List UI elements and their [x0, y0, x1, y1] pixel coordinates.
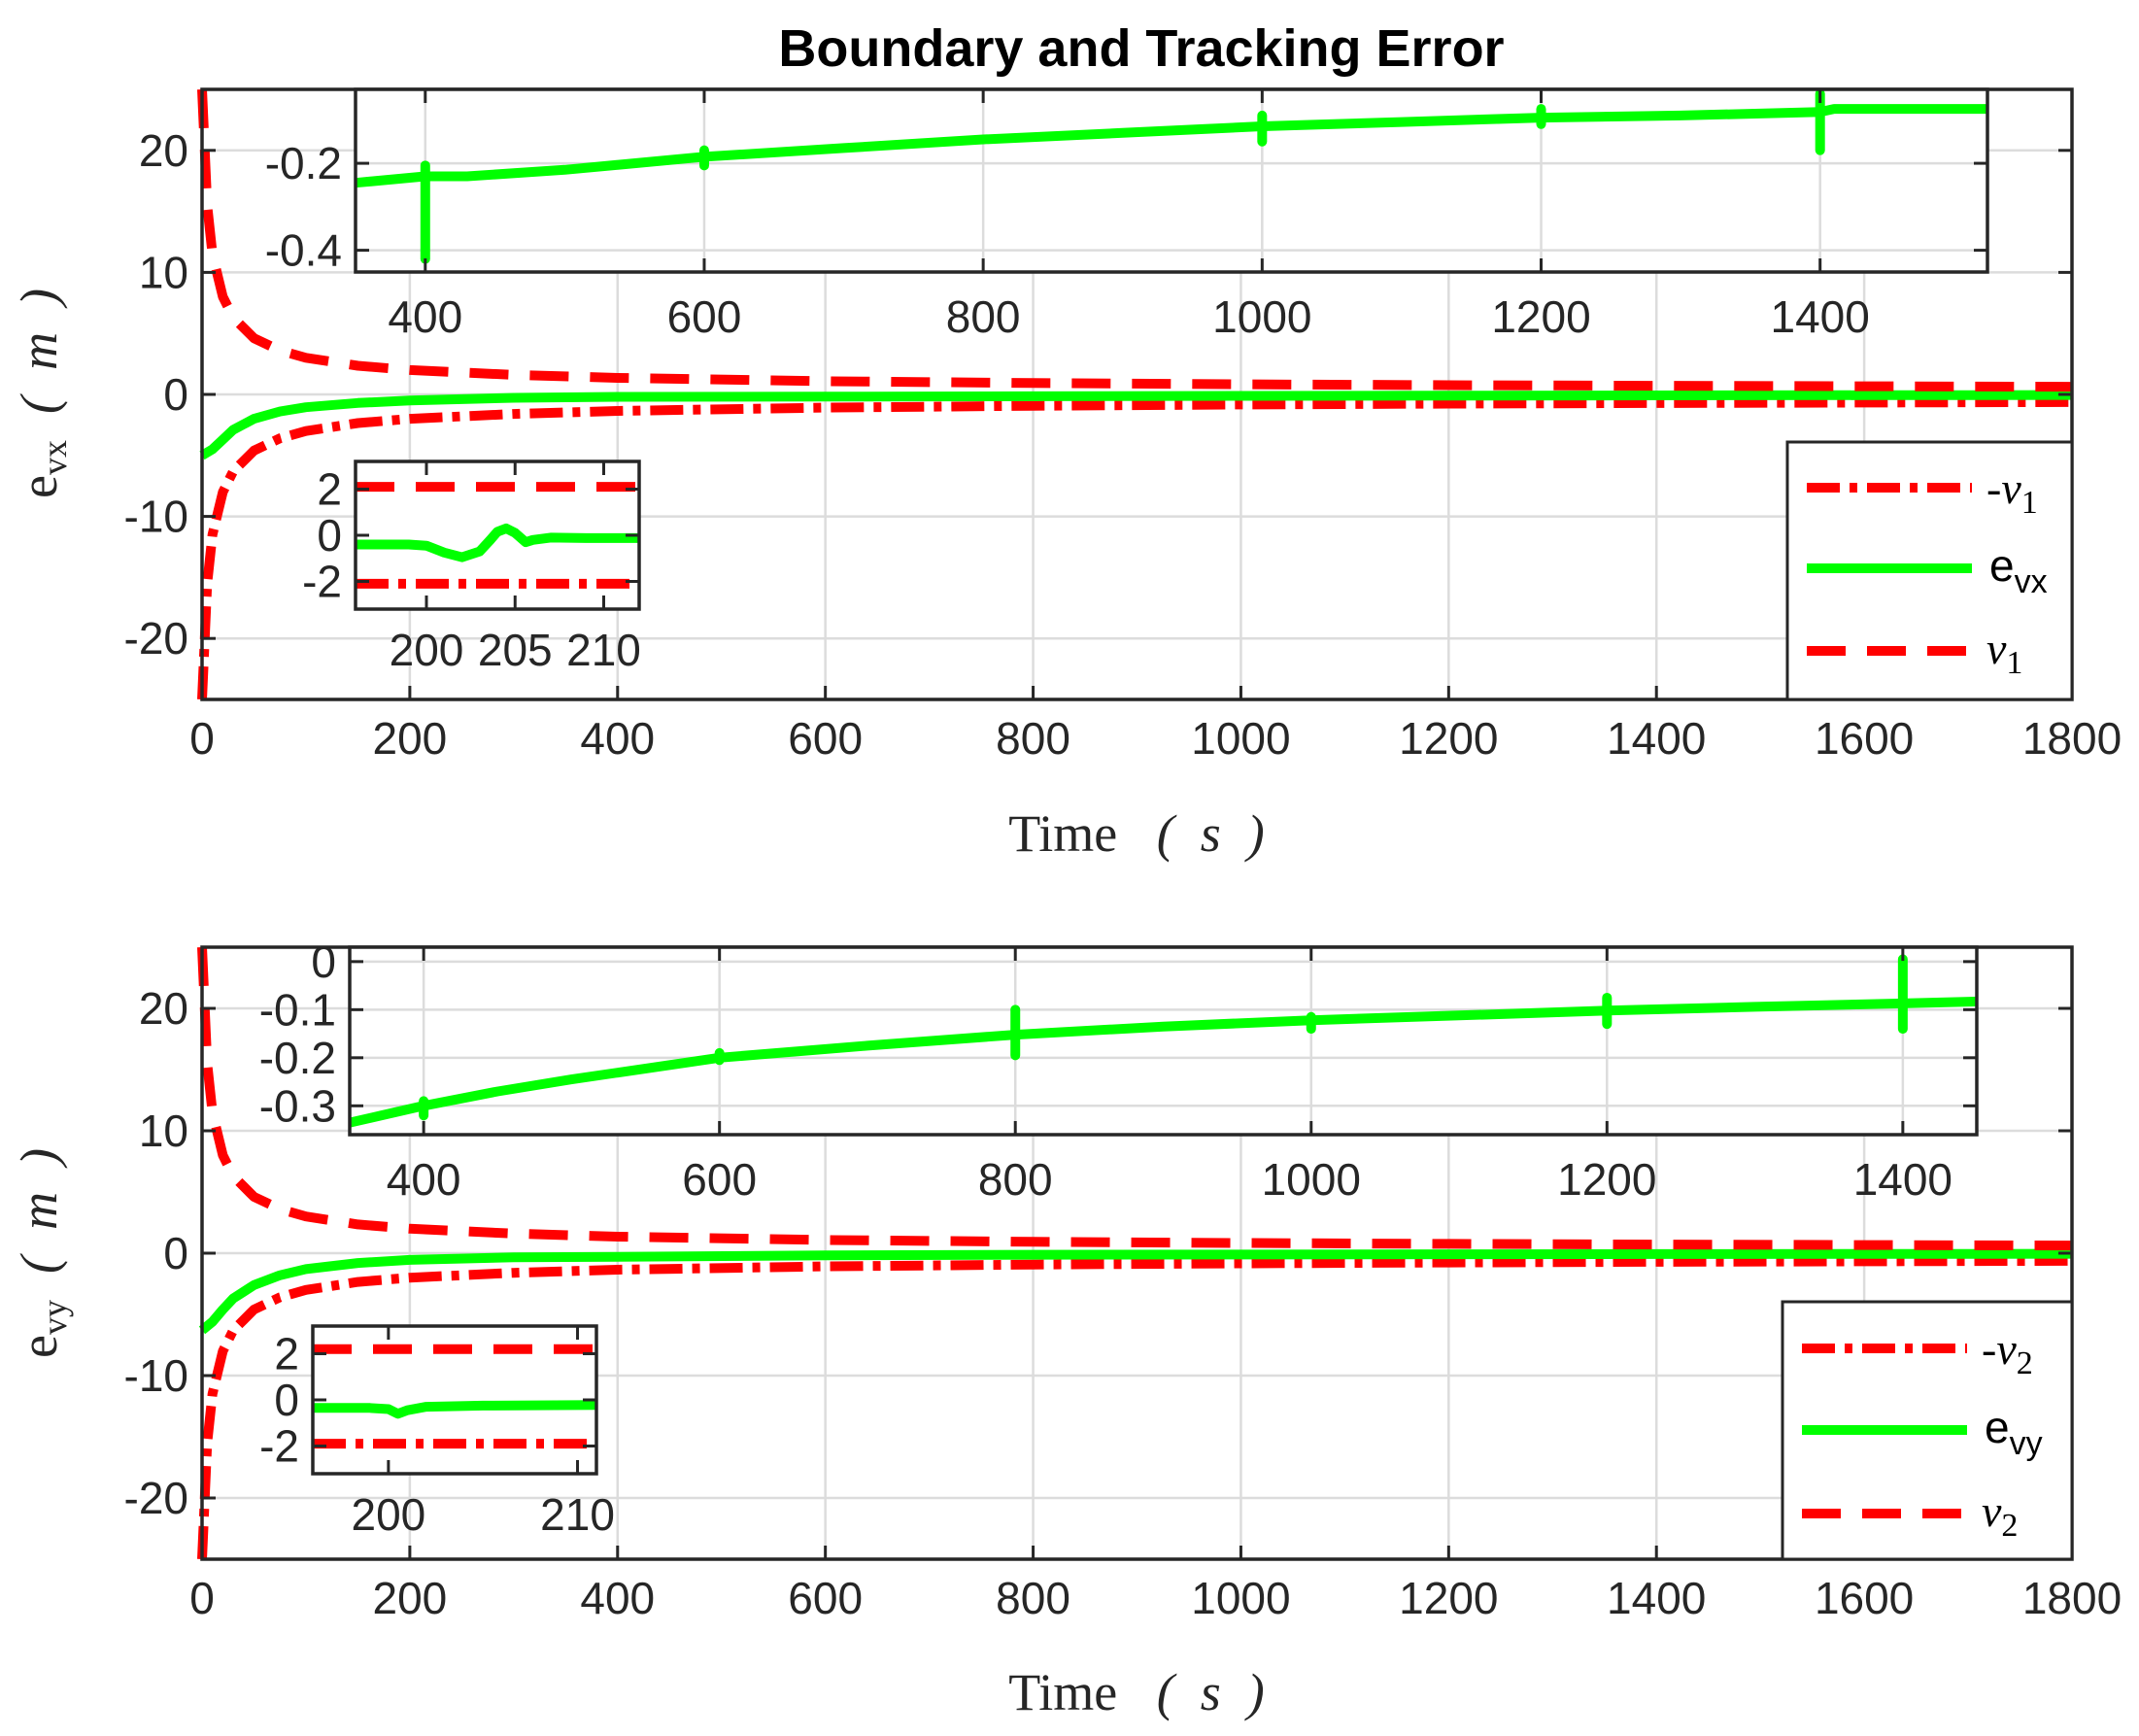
- x-tick-label: 600: [667, 291, 742, 342]
- x-tick-label: 1400: [1607, 1573, 1706, 1623]
- x-axis-label-top: Time ( s ): [1008, 804, 1265, 863]
- y-tick-label: -10: [124, 492, 188, 542]
- x-tick-label: 1200: [1399, 713, 1498, 764]
- x-tick-label: 1800: [2022, 713, 2122, 764]
- y-tick-label: -0.3: [259, 1080, 336, 1131]
- x-tick-label: 200: [373, 713, 448, 764]
- series-line-2: [198, 1248, 2073, 1335]
- x-tick-label: 210: [566, 625, 641, 675]
- y-tick-label: -0.2: [265, 138, 342, 188]
- legend-top: -ν1 evx ν1: [1785, 440, 2074, 701]
- inset-bottom-2: 200 210 -202: [259, 1324, 615, 1540]
- y-tick-label: 20: [139, 983, 188, 1034]
- inset-small-line-2: [313, 1400, 597, 1419]
- x-tick-label: 200: [351, 1489, 425, 1540]
- x-tick-label: 600: [788, 713, 863, 764]
- y-tick-label: 2: [317, 464, 342, 515]
- y-tick-label: -20: [124, 1473, 188, 1523]
- x-tick-label: 400: [580, 713, 655, 764]
- y-tick-label: 10: [139, 1106, 188, 1156]
- x-tick-label: 200: [373, 1573, 448, 1623]
- x-tick-label: 400: [580, 1573, 655, 1623]
- x-tick-label: 1200: [1399, 1573, 1498, 1623]
- x-tick-label: 600: [682, 1154, 757, 1205]
- series-line-1: [197, 396, 2073, 700]
- x-tick-label: 1200: [1557, 1154, 1656, 1205]
- inset-error-line: [348, 996, 1978, 1128]
- inset-error-line: [355, 104, 1987, 188]
- x-tick-label: 210: [540, 1489, 615, 1540]
- x-tick-label: 400: [387, 1154, 461, 1205]
- y-tick-label: 10: [139, 247, 188, 297]
- series-line-3: [197, 88, 2073, 392]
- series-line-1: [197, 1255, 2073, 1560]
- x-tick-label: 800: [996, 713, 1070, 764]
- y-tick-label: 20: [139, 125, 188, 176]
- x-tick-label: 400: [388, 291, 462, 342]
- panel-bottom: 0 200 400 600 800 1000 1200 1400 1600 1800-20-100…: [10, 936, 2122, 1721]
- inset-bottom-1: 400 600 800 1000 1200 1400 -0.3-0.2-0.10: [259, 936, 1979, 1205]
- x-tick-label: 1400: [1771, 291, 1870, 342]
- inset-top-1: 400 600 800 1000 1200 1400 -0.4 -0.2: [265, 87, 1989, 342]
- x-tick-label: 200: [390, 625, 464, 675]
- x-tick-label: 800: [946, 291, 1021, 342]
- x-tick-label: 1000: [1191, 713, 1290, 764]
- chart-title: Boundary and Tracking Error: [778, 19, 1504, 78]
- y-tick-label: -0.4: [265, 225, 342, 276]
- y-tick-label: 0: [163, 369, 188, 420]
- x-tick-label: 1000: [1212, 291, 1311, 342]
- x-tick-label: 600: [788, 1573, 863, 1623]
- x-tick-label: 1200: [1491, 291, 1590, 342]
- x-tick-label: 205: [478, 625, 553, 675]
- x-tick-label: 1000: [1191, 1573, 1290, 1623]
- y-tick-label: -20: [124, 613, 188, 664]
- x-tick-label: 800: [978, 1154, 1053, 1205]
- y-tick-label: -0.1: [259, 984, 336, 1035]
- series-line-2: [199, 390, 2073, 460]
- x-tick-label: 0: [189, 1573, 215, 1623]
- y-tick-label: -10: [124, 1350, 188, 1401]
- y-tick-label: 0: [274, 1375, 299, 1425]
- y-tick-label: -2: [302, 557, 342, 607]
- y-tick-label: 0: [317, 510, 342, 561]
- y-tick-label: 2: [274, 1329, 299, 1379]
- legend-bottom: -ν2 evy ν2: [1781, 1300, 2074, 1561]
- inset-small-line-2: [356, 523, 639, 562]
- x-tick-label: 1600: [1815, 713, 1914, 764]
- y-tick-label: -0.2: [259, 1033, 336, 1083]
- inset-top-2: 200 205 210 -202: [302, 460, 641, 675]
- y-tick-label: 0: [311, 936, 336, 987]
- x-tick-label: 1000: [1262, 1154, 1361, 1205]
- x-tick-label: 1400: [1853, 1154, 1952, 1205]
- x-tick-label: 1600: [1815, 1573, 1914, 1623]
- x-tick-label: 1400: [1607, 713, 1706, 764]
- x-tick-label: 0: [189, 713, 215, 764]
- y-tick-label: -2: [259, 1421, 299, 1472]
- panel-top: 0 200 400 600 800 1000 1200 1400 1600 1800-20-100…: [10, 87, 2122, 863]
- x-tick-label: 800: [996, 1573, 1070, 1623]
- x-axis-label-bottom: Time ( s ): [1008, 1663, 1265, 1721]
- y-tick-label: 0: [163, 1228, 188, 1278]
- series-line-3: [197, 946, 2073, 1251]
- x-tick-label: 1800: [2022, 1573, 2122, 1623]
